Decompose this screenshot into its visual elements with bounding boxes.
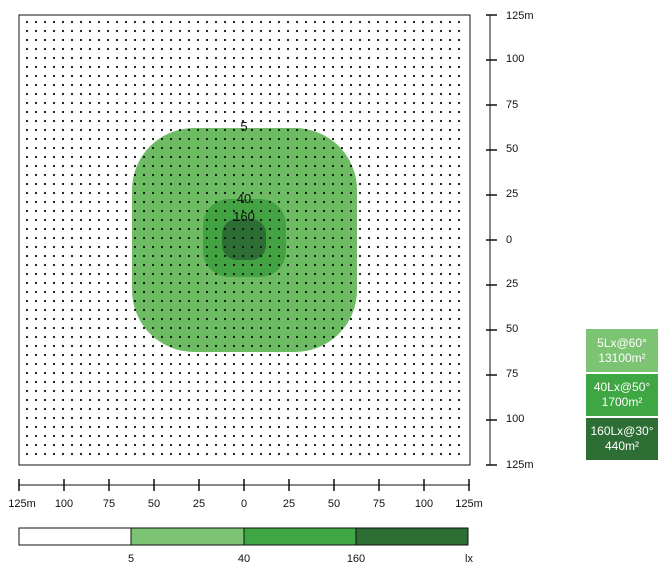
right-tick-8: 75 — [506, 368, 518, 380]
contour-label-160: 160 — [233, 209, 255, 224]
right-tick-4: 25 — [506, 188, 518, 200]
legend-item-160lx-line2: 440m² — [586, 439, 658, 454]
legend-item-40lx-line1: 40Lx@50° — [586, 380, 658, 395]
bottom-tick-8: 75 — [373, 498, 385, 510]
legend-item-40lx: 40Lx@50° 1700m² — [586, 374, 658, 416]
bottom-tick-0: 125m — [8, 498, 36, 510]
colorbar-segment-1 — [131, 528, 244, 545]
right-tick-5: 0 — [506, 234, 512, 246]
bottom-tick-3: 50 — [148, 498, 160, 510]
legend-item-160lx: 160Lx@30° 440m² — [586, 418, 658, 460]
colorbar: 5 40 160 lx — [19, 528, 473, 565]
right-tick-6: 25 — [506, 278, 518, 290]
right-tick-1: 100 — [506, 53, 524, 65]
contour-160-region — [222, 219, 266, 260]
bottom-tick-5: 0 — [241, 498, 247, 510]
bottom-tick-7: 50 — [328, 498, 340, 510]
colorbar-label-unit: lx — [465, 553, 473, 565]
colorbar-segment-0 — [19, 528, 131, 545]
right-tick-9: 100 — [506, 413, 524, 425]
colorbar-label-5: 5 — [128, 553, 134, 565]
colorbar-segment-3 — [356, 528, 468, 545]
right-tick-3: 50 — [506, 143, 518, 155]
right-tick-10: 125m — [506, 459, 534, 471]
bottom-axis: 125m 100 75 50 25 0 25 50 75 100 125m — [8, 479, 483, 510]
bottom-tick-4: 25 — [193, 498, 205, 510]
colorbar-label-40: 40 — [238, 553, 250, 565]
colorbar-label-160: 160 — [347, 553, 365, 565]
contour-label-5: 5 — [240, 119, 247, 134]
right-tick-7: 50 — [506, 323, 518, 335]
legend-item-40lx-line2: 1700m² — [586, 395, 658, 410]
right-tick-2: 75 — [506, 99, 518, 111]
right-tick-0: 125m — [506, 10, 534, 22]
bottom-tick-9: 100 — [415, 498, 433, 510]
legend-item-160lx-line1: 160Lx@30° — [586, 424, 658, 439]
colorbar-segment-2 — [244, 528, 356, 545]
bottom-tick-2: 75 — [103, 498, 115, 510]
legend-item-5lx: 5Lx@60° 13100m² — [586, 329, 658, 372]
legend-item-5lx-line2: 13100m² — [586, 351, 658, 366]
bottom-tick-1: 100 — [55, 498, 73, 510]
contour-label-40: 40 — [237, 191, 251, 206]
legend-item-5lx-line1: 5Lx@60° — [586, 336, 658, 351]
right-axis: 125m 100 75 50 25 0 25 50 75 100 125m — [486, 10, 534, 471]
bottom-tick-6: 25 — [283, 498, 295, 510]
bottom-tick-10: 125m — [455, 498, 483, 510]
